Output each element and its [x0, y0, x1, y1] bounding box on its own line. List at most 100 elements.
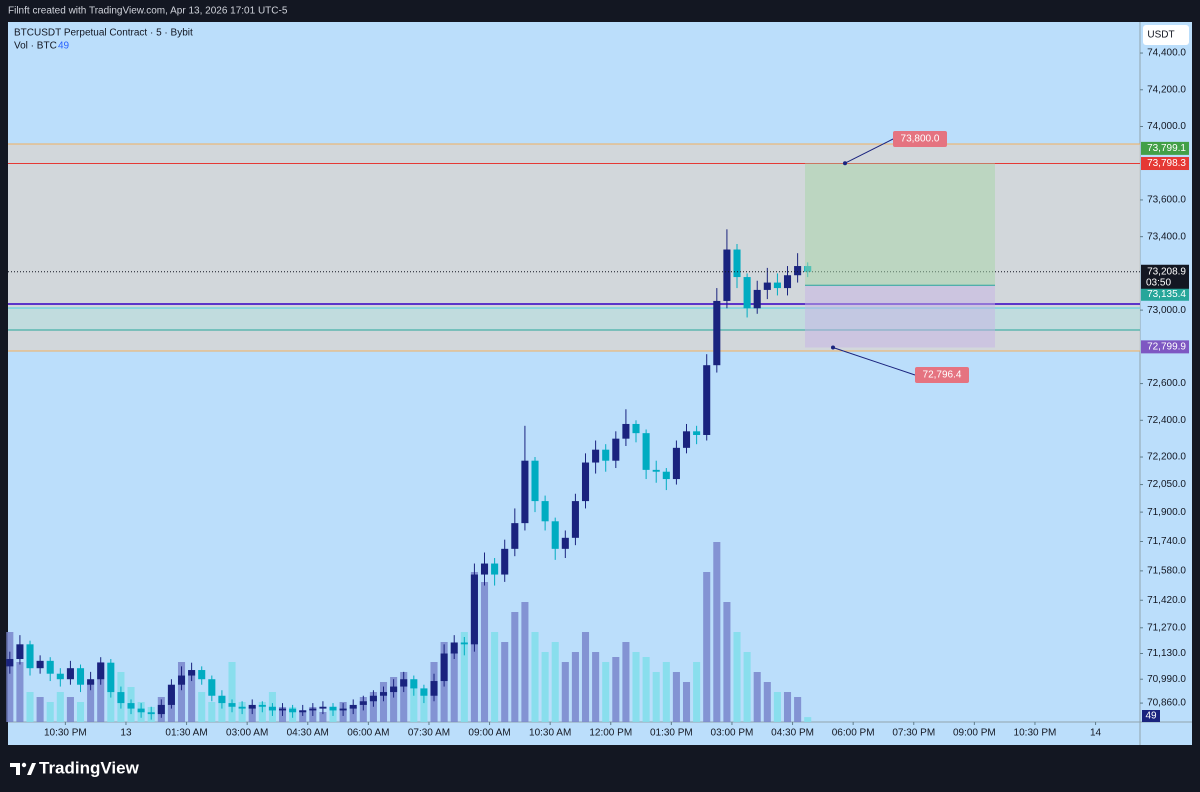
- candle-body: [278, 708, 287, 711]
- volume-bar: [672, 672, 680, 722]
- x-tick-label: 10:30 PM: [1014, 728, 1057, 739]
- volume-bar: [794, 697, 802, 722]
- candle-body: [460, 642, 468, 645]
- volume-axis-box: [1142, 710, 1160, 722]
- x-tick-label: 01:30 AM: [165, 728, 207, 739]
- candle-body: [622, 423, 630, 439]
- candle-body: [36, 660, 44, 669]
- y-tick-label: 72,600.0: [1147, 378, 1186, 389]
- x-tick-label: 01:30 PM: [650, 728, 693, 739]
- candle-body: [248, 704, 256, 709]
- candle-body: [541, 501, 549, 522]
- candle-body: [743, 277, 751, 309]
- volume-bar: [783, 692, 792, 722]
- candle-body: [763, 282, 771, 290]
- volume-bar: [198, 692, 206, 722]
- candle-body: [218, 695, 226, 704]
- candle-body: [491, 563, 499, 575]
- candle-body: [369, 695, 377, 702]
- x-tick-label: 03:00 AM: [226, 728, 268, 739]
- candle-body: [440, 653, 448, 682]
- price-label: 73,799.1: [1147, 143, 1186, 154]
- candle-body: [662, 471, 670, 480]
- candle-body: [319, 706, 327, 709]
- countdown-label: 03:50: [1146, 277, 1171, 288]
- candle-body: [349, 704, 357, 709]
- volume-bar: [208, 702, 216, 722]
- volume-bar: [46, 702, 54, 722]
- x-tick-label: 09:00 AM: [468, 728, 510, 739]
- candle-body: [612, 438, 620, 461]
- price-label: 72,799.9: [1147, 342, 1186, 353]
- candle-body: [420, 688, 428, 696]
- candle-body: [561, 537, 569, 549]
- volume-bar: [450, 652, 458, 722]
- price-label-box: [1141, 287, 1189, 301]
- x-tick-label: 09:00 PM: [953, 728, 996, 739]
- candle-body: [713, 300, 721, 366]
- candle-body: [76, 668, 85, 685]
- x-tick-label: 07:30 AM: [408, 728, 450, 739]
- volume-bar: [612, 657, 620, 722]
- volume-bar: [622, 642, 630, 722]
- volume-bar: [410, 687, 418, 722]
- volume-bar: [693, 662, 701, 722]
- candle-body: [289, 708, 297, 713]
- y-tick-label: 70,990.0: [1147, 674, 1186, 685]
- volume-bar: [753, 672, 761, 722]
- volume-bar: [248, 707, 256, 722]
- chart-title: BTCUSDT Perpetual Contract · 5 · Bybit: [14, 28, 193, 39]
- last-price-label: 73,208.9: [1147, 266, 1186, 277]
- x-tick-label: 06:00 AM: [347, 728, 389, 739]
- last-price-box: [1141, 264, 1189, 289]
- callout-label: 72,796.4: [923, 370, 962, 381]
- currency-button[interactable]: [1143, 25, 1189, 45]
- volume-bar: [804, 717, 812, 722]
- candle-body: [531, 460, 539, 502]
- candle-body: [470, 574, 478, 645]
- price-label: 73,135.4: [1147, 289, 1186, 300]
- callout-box: [893, 131, 947, 147]
- currency[interactable]: USDT: [1147, 30, 1174, 41]
- volume-bar: [379, 682, 388, 722]
- volume-bar: [763, 682, 771, 722]
- x-tick-label: 14: [1090, 728, 1102, 739]
- candle-body: [642, 433, 650, 470]
- y-tick-label: 73,000.0: [1147, 305, 1186, 316]
- volume-bar: [652, 672, 660, 722]
- candle-body: [97, 662, 105, 680]
- candle-body: [117, 692, 125, 704]
- candle-body: [571, 501, 579, 538]
- price-label-box: [1141, 141, 1189, 155]
- candle-body: [551, 521, 559, 549]
- candle-body: [208, 679, 216, 696]
- volume-bar: [188, 672, 196, 722]
- volume-bar: [733, 632, 741, 722]
- candle-body: [693, 431, 701, 435]
- volume-bar: [349, 707, 357, 722]
- volume-value: 49: [58, 41, 70, 52]
- candle-body: [127, 703, 135, 709]
- callout-anchor: [831, 345, 835, 350]
- volume-bar: [713, 542, 721, 722]
- candle-body: [581, 462, 590, 502]
- candle-body: [107, 662, 115, 693]
- candle-body: [177, 675, 186, 685]
- x-tick-label: 10:30 PM: [44, 728, 87, 739]
- y-tick-label: 71,580.0: [1147, 566, 1186, 577]
- y-tick-label: 73,400.0: [1147, 231, 1186, 242]
- candle-body: [167, 684, 175, 705]
- candle-body: [480, 563, 489, 575]
- volume-bar: [56, 692, 64, 722]
- y-tick-label: 74,400.0: [1147, 48, 1186, 59]
- candle-body: [258, 704, 266, 707]
- volume-bar: [400, 672, 408, 722]
- candle-body: [400, 679, 408, 687]
- volume-bar: [642, 657, 650, 722]
- candle-body: [723, 249, 731, 301]
- y-tick-label: 71,270.0: [1147, 622, 1186, 633]
- x-tick-label: 07:30 PM: [892, 728, 935, 739]
- candle-body: [773, 282, 781, 289]
- x-tick-label: 03:00 PM: [711, 728, 754, 739]
- price-label-box: [1141, 340, 1189, 354]
